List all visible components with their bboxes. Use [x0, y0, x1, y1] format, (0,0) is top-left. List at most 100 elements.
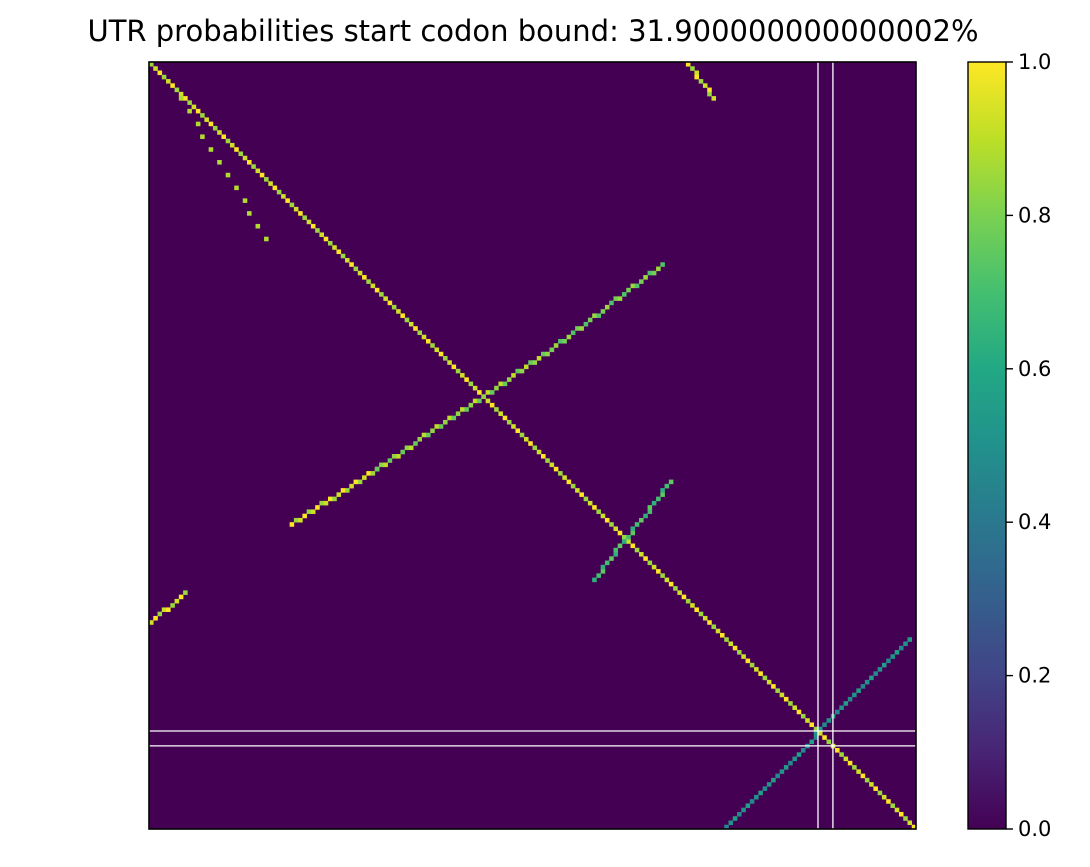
antidiagonal-cell	[400, 449, 405, 455]
diagonal-cell	[617, 530, 623, 536]
antidiagonal-cell	[600, 564, 606, 570]
diagonal-cell	[800, 713, 806, 719]
antidiagonal-cell	[630, 283, 636, 289]
antidiagonal-cell	[617, 543, 623, 549]
antidiagonal-cell	[694, 74, 699, 80]
antidiagonal-cell	[438, 424, 444, 429]
antidiagonal-cell	[600, 309, 606, 314]
diagonal-cell	[630, 543, 636, 549]
diagonal-cell	[323, 236, 329, 242]
antidiagonal-cell	[826, 718, 832, 723]
diagonal-cell	[289, 202, 295, 208]
diagonal-cell	[272, 185, 278, 191]
antidiagonal-cell	[353, 479, 359, 485]
diagonal-cell	[477, 390, 482, 395]
diagonal-cell	[208, 121, 214, 127]
diagonal-cell	[161, 74, 167, 80]
antidiagonal-cell	[873, 671, 878, 676]
antidiagonal-cell	[894, 650, 900, 655]
diagonal-cell	[523, 436, 529, 442]
antidiagonal-cell	[656, 266, 661, 272]
diagonal-cell	[545, 458, 550, 463]
antidiagonal-cell	[302, 513, 307, 519]
diagonal-cell	[362, 275, 367, 280]
antidiagonal-cell	[587, 317, 593, 323]
diagonal-cell	[255, 168, 261, 174]
diagonal-cell	[809, 722, 815, 728]
antidiagonal-cell	[511, 373, 516, 378]
antidiagonal-cell	[886, 658, 891, 664]
diagonal-cell	[281, 194, 286, 199]
antidiagonal-cell	[519, 368, 525, 374]
antidiagonal-cell	[345, 488, 350, 493]
diagonal-cell	[715, 628, 721, 634]
antidiagonal-cell	[762, 786, 768, 791]
plot-frame	[148, 61, 917, 830]
diagonal-cell	[349, 262, 354, 267]
diagonal-cell	[229, 142, 235, 148]
diagonal-cell	[511, 424, 516, 429]
antidiagonal-cell	[315, 505, 320, 510]
diagonal-cell	[391, 304, 397, 310]
diagonal-cell	[149, 62, 154, 67]
diagonal-cell	[911, 824, 916, 829]
antidiagonal-cell	[903, 641, 908, 647]
diagonal-cell	[183, 96, 188, 101]
antidiagonal-cell	[592, 313, 597, 318]
diagonal-cell	[817, 730, 823, 736]
antidiagonal-cell	[566, 334, 572, 340]
antidiagonal-cell	[724, 824, 729, 829]
diagonal-cell	[609, 522, 614, 527]
colorbar-tick-label: 0.0	[1018, 817, 1051, 841]
diagonal-cell	[528, 441, 533, 446]
diagonal-cell	[404, 317, 410, 323]
antidiagonal-cell	[255, 223, 261, 229]
diagonal-cell	[660, 573, 665, 578]
diagonal-cell	[178, 91, 184, 97]
diagonal-cell	[596, 509, 601, 514]
antidiagonal-cell	[174, 598, 180, 604]
antidiagonal-cell	[898, 645, 904, 651]
antidiagonal-cell	[864, 679, 870, 685]
diagonal-cell	[494, 407, 499, 412]
antidiagonal-cell	[869, 675, 874, 681]
antidiagonal-cell	[788, 760, 793, 766]
antidiagonal-cell	[707, 91, 712, 97]
antidiagonal-cell	[464, 407, 469, 412]
diagonal-cell	[553, 466, 559, 472]
antidiagonal-cell	[332, 496, 337, 502]
antidiagonal-cell	[690, 66, 695, 71]
diagonal-cell	[489, 402, 495, 408]
diagonal-cell	[187, 100, 192, 105]
diagonal-cell	[690, 603, 695, 608]
diagonal-cell	[498, 411, 503, 416]
antidiagonal-cell	[242, 198, 248, 203]
antidiagonal-cell	[604, 560, 610, 566]
colorbar-tick-label: 0.2	[1018, 664, 1051, 688]
antidiagonal-cell	[621, 539, 627, 544]
antidiagonal-cell	[370, 471, 376, 476]
antidiagonal-cell	[434, 424, 440, 429]
diagonal-cell	[719, 632, 725, 638]
antidiagonal-cell	[604, 304, 610, 310]
antidiagonal-cell	[289, 522, 295, 527]
antidiagonal-cell	[613, 296, 619, 301]
diagonal-cell	[839, 752, 844, 757]
diagonal-cell	[881, 794, 887, 800]
diagonal-cell	[566, 479, 572, 485]
diagonal-cell	[813, 726, 819, 732]
antidiagonal-cell	[643, 513, 648, 519]
diagonal-cell	[779, 692, 785, 698]
antidiagonal-cell	[749, 799, 755, 804]
antidiagonal-cell	[758, 790, 763, 796]
antidiagonal-cell	[668, 479, 674, 485]
diagonal-cell	[166, 79, 171, 84]
antidiagonal-cell	[430, 428, 435, 434]
antidiagonal-cell	[225, 172, 231, 178]
antidiagonal-cell	[698, 79, 704, 84]
diagonal-cell	[383, 296, 388, 301]
antidiagonal-cell	[264, 236, 269, 242]
diagonal-cell	[285, 198, 290, 203]
diagonal-cell	[792, 705, 797, 710]
diagonal-cell	[894, 807, 900, 813]
